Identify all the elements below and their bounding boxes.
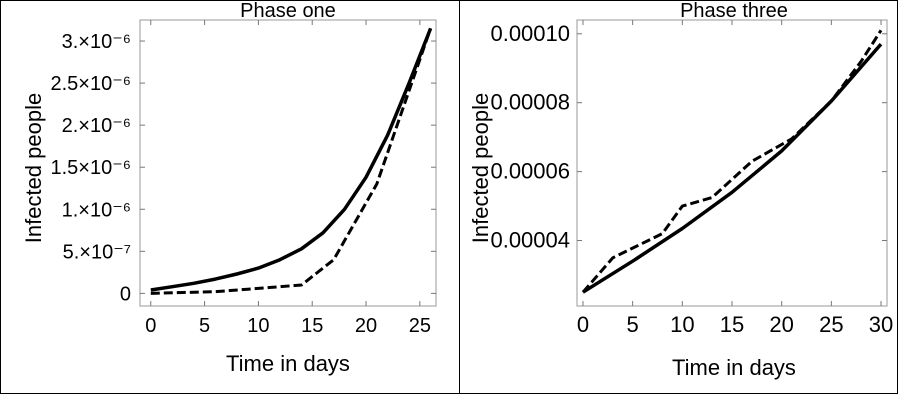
y-tick-label: 0.00004 [490, 228, 570, 253]
y-tick-label: 0.00008 [490, 90, 570, 115]
y-tick-label: 2.5×10⁻⁶ [50, 73, 131, 95]
series-line-solid [150, 27, 433, 292]
chart-title: Phase one [240, 0, 336, 22]
series-line-dashed [581, 29, 883, 294]
x-tick-label: 30 [869, 312, 893, 337]
y-tick-label: 1.×10⁻⁶ [62, 199, 131, 221]
x-tick-label: 25 [409, 315, 431, 337]
plot-frame [576, 19, 888, 307]
x-tick-label: 20 [769, 312, 793, 337]
x-tick-label: 15 [720, 312, 744, 337]
chart-title: Phase three [680, 0, 788, 22]
y-tick-label: 3.×10⁻⁶ [62, 31, 131, 53]
chart-phase-three: Phase three 0 5 10 15 20 25 30 0.00004 0.00006 0.0… [468, 0, 893, 380]
y-tick-label: 0 [120, 283, 131, 305]
x-tick-label: 10 [247, 315, 269, 337]
y-axis-label: Infected people [21, 93, 46, 243]
y-axis-label: Infected people [468, 93, 493, 243]
plot-frame [139, 19, 437, 307]
x-tick-label: 10 [670, 312, 694, 337]
series-line-solid [582, 42, 883, 294]
y-tick-label: 2.×10⁻⁶ [62, 115, 131, 137]
x-axis-label: Time in days [672, 355, 796, 380]
y-tick-label: 5.×10⁻⁷ [63, 241, 131, 263]
x-tick-label: 25 [819, 312, 843, 337]
x-tick-label: 5 [199, 315, 210, 337]
y-tick-label: 0.00010 [490, 21, 570, 46]
x-tick-label: 0 [145, 315, 156, 337]
x-tick-label: 20 [355, 315, 377, 337]
x-axis-label: Time in days [226, 351, 350, 376]
x-tick-label: 5 [627, 312, 639, 337]
series-line-dashed [150, 27, 433, 295]
y-tick-label: 1.5×10⁻⁶ [50, 157, 131, 179]
y-tick-label: 0.00006 [490, 159, 570, 184]
x-tick-label: 0 [577, 312, 589, 337]
x-tick-label: 15 [301, 315, 323, 337]
chart-phase-one: Phase one 0 5 10 15 20 25 0 5.×10⁻⁷ 1.×10⁻⁶ 1.5×10… [21, 0, 437, 376]
